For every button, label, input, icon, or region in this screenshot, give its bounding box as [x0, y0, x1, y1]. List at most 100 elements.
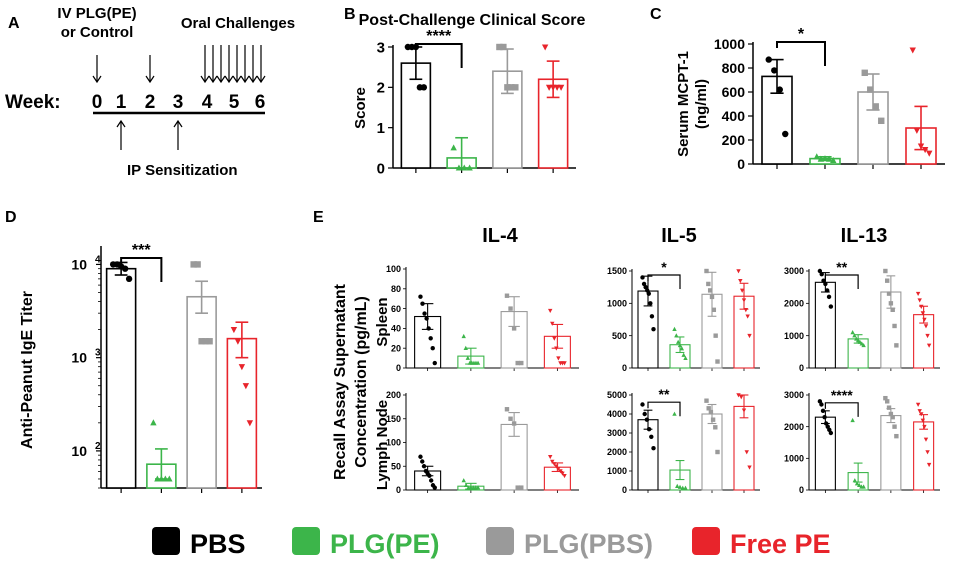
data-point: [515, 360, 520, 366]
data-point: [850, 417, 855, 423]
data-point: [677, 484, 683, 489]
data-point: [861, 342, 866, 348]
y-tick-label: 0: [799, 363, 804, 373]
data-point: [923, 324, 929, 329]
chart-e-il5-lymphnode: 0 1000 2000 3000 4000 5000 **: [607, 386, 760, 495]
e-ylabel-line2: Concentration (pg/mL): [353, 296, 370, 468]
data-point: [430, 346, 435, 351]
bar-0: [814, 281, 836, 369]
y-tick-label: 200: [386, 390, 401, 400]
y-tick-label: 0: [377, 160, 385, 177]
data-point: [646, 427, 652, 432]
chart-e-il4-spleen: 0 20 40 60 80 100: [386, 264, 579, 373]
data-point: [557, 84, 565, 91]
y-tick-label: 3: [377, 39, 385, 56]
bar-2: [186, 295, 217, 489]
data-point: [920, 311, 926, 316]
ip-sensitization-label: IP Sensitization: [127, 162, 238, 179]
oral-arrow-head: [256, 75, 266, 84]
y-tick-label: 400: [722, 108, 746, 124]
data-point: [562, 361, 567, 366]
data-point: [500, 43, 507, 51]
y-tick-label: 500: [612, 331, 627, 341]
data-point: [915, 291, 921, 297]
data-point: [429, 478, 434, 483]
data-point: [850, 330, 855, 335]
data-point: [238, 364, 246, 371]
data-point: [825, 155, 833, 162]
data-point: [418, 294, 423, 299]
y-tick-label: 20: [391, 343, 401, 353]
data-point: [428, 336, 433, 341]
ip-arrow-head: [116, 119, 126, 128]
y-tick-label: 5000: [607, 390, 627, 400]
significance-bracket: [824, 274, 859, 289]
significance-stars: *: [661, 259, 667, 275]
data-point: [418, 454, 423, 459]
data-point: [651, 327, 656, 332]
y-axis-label: Score: [352, 87, 369, 129]
data-point: [648, 301, 653, 306]
data-point: [925, 450, 930, 455]
data-point: [550, 459, 555, 464]
panel-letter-e: E: [313, 209, 324, 226]
y-axis-label-line2: (ng/ml): [693, 79, 710, 129]
bar-2: [880, 415, 902, 491]
y-tick-label: 0: [396, 363, 401, 373]
e-ylabel-line1: Recall Assay Supernatant: [332, 283, 349, 480]
y-tick-exponent: 4: [95, 254, 101, 265]
data-point: [771, 67, 778, 74]
data-point: [819, 402, 824, 407]
data-point: [888, 301, 894, 306]
chart-b: 0 1 2 3 ****Post-Challenge Clinical Score Sco…: [352, 12, 585, 177]
data-point: [920, 418, 926, 423]
y-tick-label: 100: [386, 438, 401, 448]
data-point: [190, 261, 197, 268]
data-point: [917, 409, 922, 414]
data-point: [765, 56, 772, 63]
data-point: [745, 314, 750, 319]
data-point: [926, 462, 932, 468]
data-point: [926, 343, 932, 348]
data-point: [508, 84, 515, 91]
data-point: [826, 294, 832, 300]
data-point: [883, 395, 888, 401]
data-point: [550, 321, 555, 326]
week-number: 0: [92, 92, 103, 113]
data-point: [736, 269, 741, 274]
significance-bracket: [776, 41, 826, 66]
data-point: [680, 485, 685, 490]
data-point: [909, 47, 916, 54]
y-tick-label: 100: [386, 264, 401, 274]
col-title-il4: IL-4: [482, 225, 518, 247]
y-tick-exponent: 3: [95, 348, 101, 359]
data-point: [892, 323, 897, 329]
data-point: [422, 311, 427, 316]
data-point: [560, 471, 565, 476]
y-tick-label: 4000: [607, 409, 627, 419]
y-axis-label: Anti-Peanut IgE Titer: [19, 291, 36, 449]
chart-e-il13-spleen: 0 1000 2000 3000 **: [784, 259, 940, 373]
data-point: [677, 342, 683, 348]
data-point: [554, 464, 559, 469]
data-point: [426, 326, 431, 331]
data-point: [683, 485, 688, 490]
data-point: [828, 430, 834, 436]
data-point: [552, 336, 557, 341]
y-tick-label: 0: [396, 485, 401, 495]
legend-swatch-plgpbs: [486, 527, 514, 555]
week-number: 4: [202, 92, 213, 113]
data-point: [892, 424, 897, 429]
legend-swatch-freepe: [692, 527, 720, 555]
chart-c: 0 200 400 600 800 1000 * Serum MCPT-1 (ng/ml): [675, 26, 945, 172]
data-point: [674, 333, 679, 338]
data-point: [821, 155, 829, 162]
data-point: [562, 473, 567, 479]
data-point: [640, 402, 645, 407]
data-point: [707, 288, 713, 293]
data-point: [738, 278, 743, 284]
data-point: [741, 408, 747, 413]
data-point: [894, 343, 899, 348]
